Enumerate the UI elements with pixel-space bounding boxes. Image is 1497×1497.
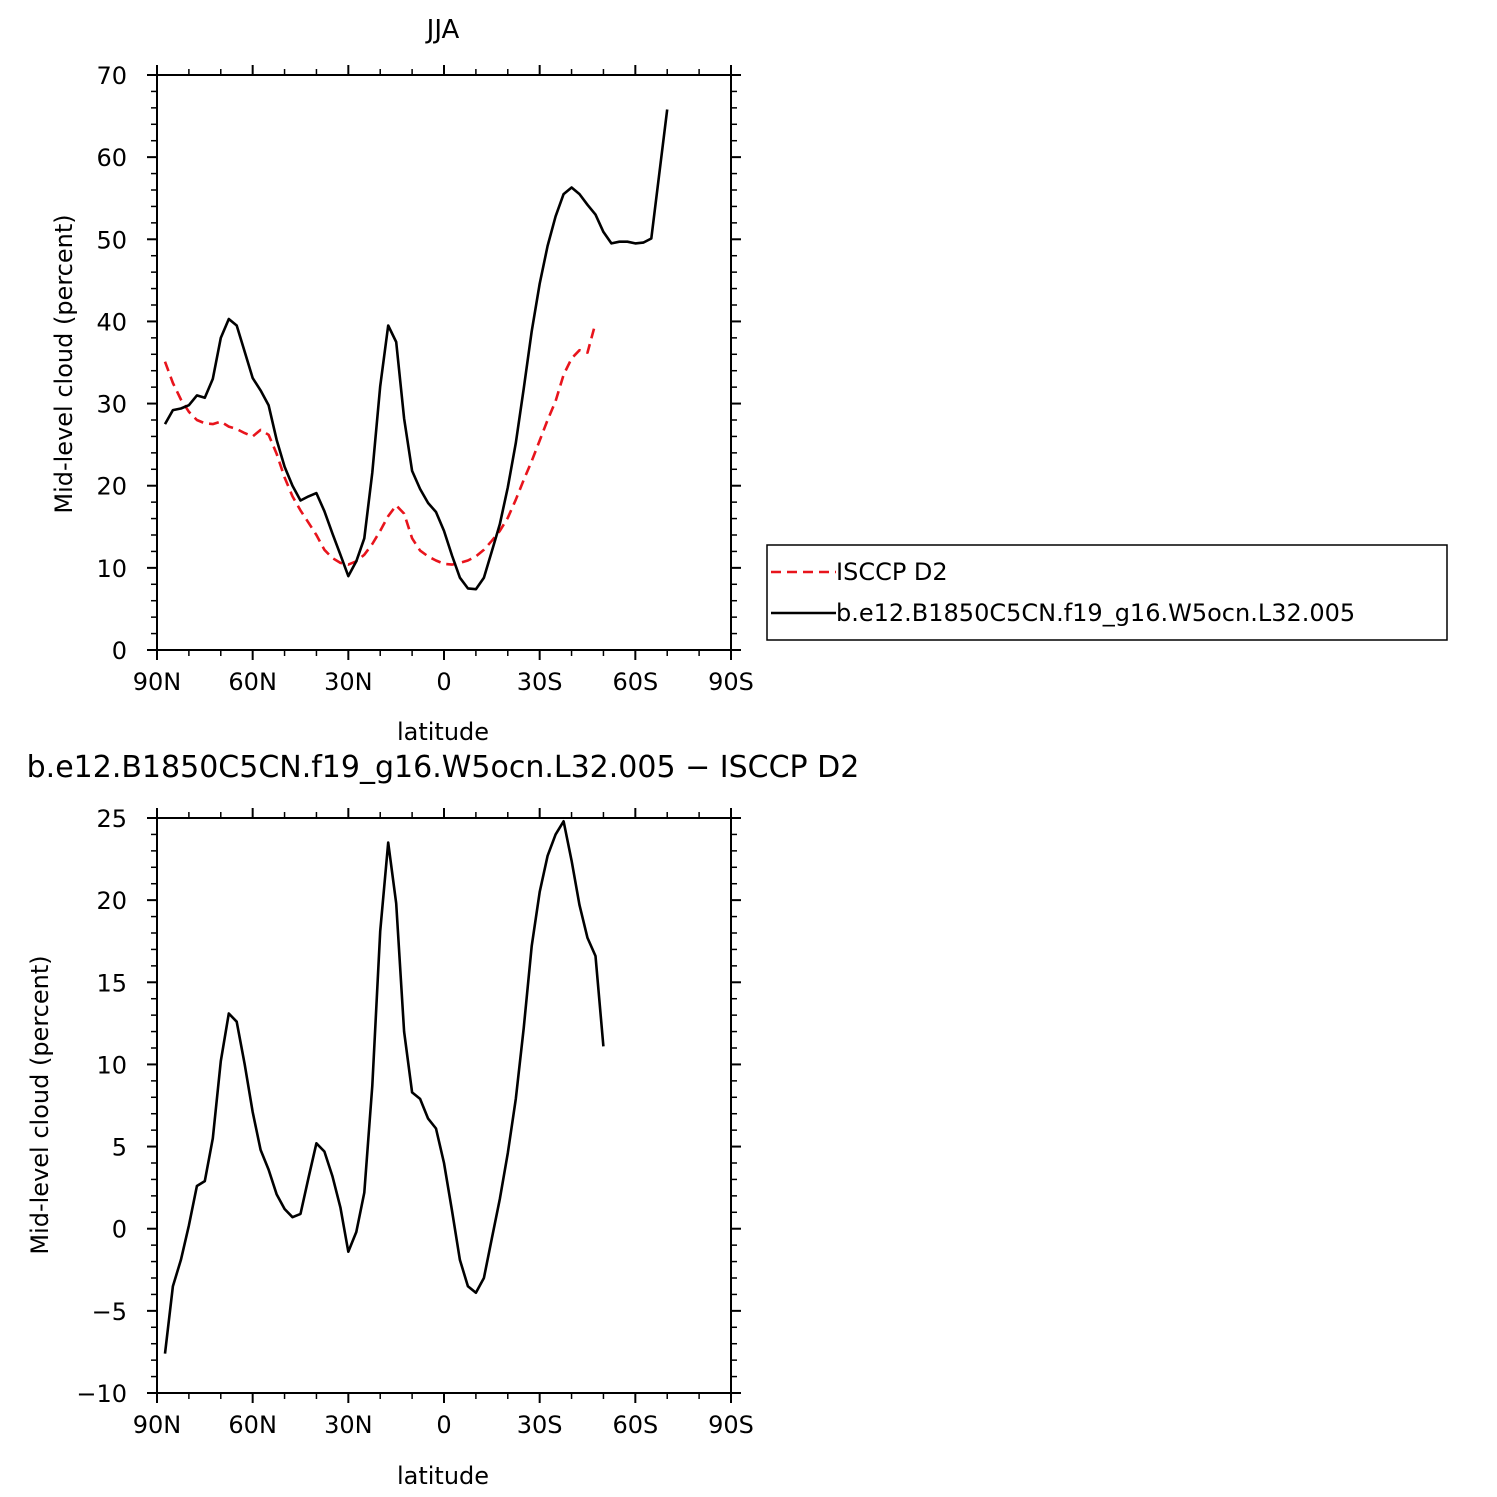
top-y-tick-label: 0 (112, 637, 127, 665)
bottom-panel: b.e12.B1850C5CN.f19_g16.W5ocn.L32.005 − … (26, 750, 859, 1490)
top-y-tick-label: 50 (96, 226, 127, 254)
bottom-x-tick-label: 60S (612, 1411, 658, 1439)
bottom-x-tick-label: 60N (228, 1411, 277, 1439)
top-y-axis-label: Mid-level cloud (percent) (50, 214, 78, 513)
bottom-plot-frame (156, 817, 732, 1394)
top-panel: JJA 90N 60N 30N 0 30S 60S 90S 0 10 20 30 40 50 60 70 l… (50, 15, 754, 746)
bottom-y-tick-label: 15 (96, 969, 127, 997)
top-y-tick-label: 40 (96, 308, 127, 336)
legend-label-model: b.e12.B1850C5CN.f19_g16.W5ocn.L32.005 (836, 599, 1355, 627)
legend: ISCCP D2 b.e12.B1850C5CN.f19_g16.W5ocn.L… (766, 544, 1448, 641)
bottom-x-tick-label: 90S (708, 1411, 754, 1439)
bottom-x-tick-label: 30N (324, 1411, 373, 1439)
bottom-series-line-0 (163, 820, 605, 1354)
bottom-x-axis-label: latitude (397, 1462, 489, 1490)
bottom-y-tick-label: −10 (76, 1380, 127, 1408)
bottom-x-tick-label: 90N (133, 1411, 182, 1439)
legend-label-isccp: ISCCP D2 (836, 558, 948, 586)
top-series-line-0 (163, 322, 597, 566)
legend-box (766, 544, 1448, 641)
bottom-y-tick-label: 10 (96, 1051, 127, 1079)
top-plot-frame (156, 74, 732, 651)
top-y-tick-label: 20 (96, 473, 127, 501)
bottom-y-axis-label: Mid-level cloud (percent) (26, 955, 54, 1254)
top-y-tick-label: 30 (96, 391, 127, 419)
top-x-tick-label: 90N (133, 668, 182, 696)
top-series-group (163, 109, 669, 591)
top-y-tick-label: 60 (96, 144, 127, 172)
top-x-tick-label: 60N (228, 668, 277, 696)
bottom-axes: 90N 60N 30N 0 30S 60S 90S −10 −5 0 5 10 15 20 25 (76, 805, 754, 1439)
bottom-chart-title: b.e12.B1850C5CN.f19_g16.W5ocn.L32.005 − … (27, 750, 860, 785)
top-x-tick-label: 0 (436, 668, 451, 696)
bottom-y-tick-label: −5 (92, 1298, 127, 1326)
top-axes: 90N 60N 30N 0 30S 60S 90S 0 10 20 30 40 50 60 70 (96, 62, 753, 696)
top-y-tick-label: 10 (96, 555, 127, 583)
top-y-tick-label: 70 (96, 62, 127, 90)
top-x-axis-label: latitude (397, 718, 489, 746)
top-x-tick-label: 30N (324, 668, 373, 696)
bottom-y-tick-label: 20 (96, 887, 127, 915)
bottom-x-tick-label: 0 (436, 1411, 451, 1439)
top-x-tick-label: 30S (517, 668, 563, 696)
top-x-tick-label: 60S (612, 668, 658, 696)
bottom-x-tick-label: 30S (517, 1411, 563, 1439)
bottom-y-tick-label: 0 (112, 1216, 127, 1244)
bottom-series-group (163, 820, 605, 1354)
bottom-y-tick-label: 5 (112, 1134, 127, 1162)
top-series-line-1 (163, 109, 669, 591)
bottom-y-tick-label: 25 (96, 805, 127, 833)
top-x-tick-label: 90S (708, 668, 754, 696)
top-chart-title: JJA (425, 15, 460, 45)
